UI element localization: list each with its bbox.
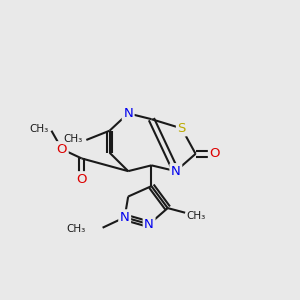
Text: S: S xyxy=(178,122,186,135)
Text: O: O xyxy=(209,147,220,160)
Text: CH₃: CH₃ xyxy=(187,211,206,221)
Text: N: N xyxy=(144,218,154,231)
Text: N: N xyxy=(120,211,130,224)
Text: N: N xyxy=(123,107,133,120)
Text: O: O xyxy=(76,173,87,186)
Text: N: N xyxy=(171,165,181,178)
Text: CH₃: CH₃ xyxy=(66,224,85,234)
Text: O: O xyxy=(57,143,67,156)
Text: CH₃: CH₃ xyxy=(64,134,83,144)
Text: CH₃: CH₃ xyxy=(29,124,49,134)
